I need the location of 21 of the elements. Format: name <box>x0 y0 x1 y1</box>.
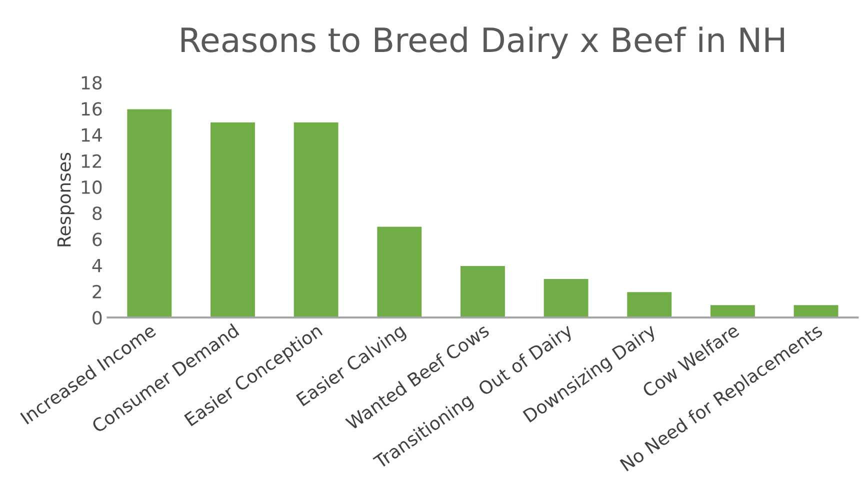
bar <box>709 304 756 318</box>
bar <box>292 120 340 318</box>
y-tick-label: 14 <box>82 128 102 142</box>
y-tick-label: 6 <box>92 232 102 246</box>
y-tick-label: 12 <box>82 154 102 168</box>
y-tick-label: 16 <box>82 102 102 116</box>
bar <box>126 108 174 318</box>
bar <box>542 278 590 318</box>
y-tick-label: 8 <box>92 206 102 220</box>
y-tick-label: 10 <box>82 180 102 194</box>
y-tick-label: 4 <box>92 258 102 272</box>
bar <box>209 120 256 318</box>
y-tick-label: 0 <box>92 310 102 325</box>
y-tick-label: 2 <box>92 284 102 298</box>
bar <box>626 290 673 318</box>
y-tick-label: 18 <box>82 76 102 90</box>
bar <box>459 264 506 318</box>
bar <box>792 304 840 318</box>
y-axis-title: Responses <box>57 152 74 246</box>
chart-title: Reasons to Breed Dairy x Beef in NH <box>181 26 784 59</box>
bar <box>376 225 424 318</box>
